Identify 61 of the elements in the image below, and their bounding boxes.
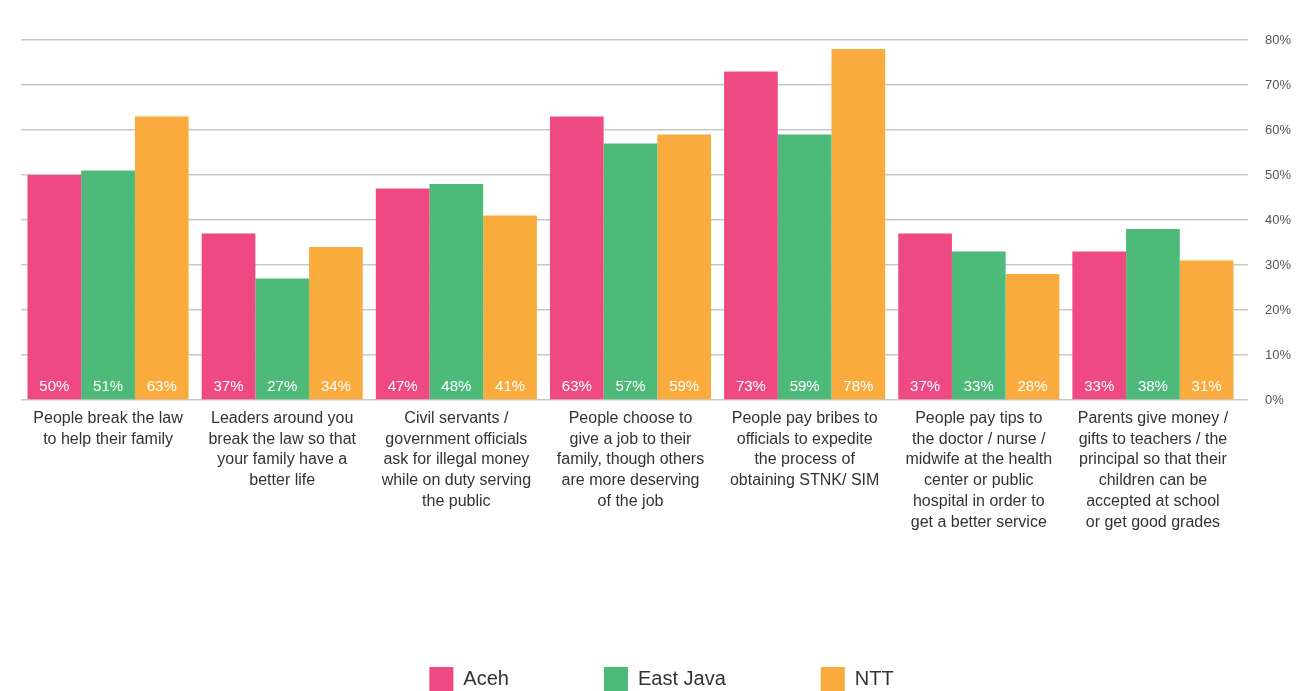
data-label: 33% <box>963 377 994 395</box>
legend-label: Aceh <box>463 666 509 689</box>
x-tick-label: Parents give money / gifts to teachers / the principal so that their children can be accepted at school or get good grades <box>1077 408 1229 530</box>
bar <box>429 184 484 400</box>
y-tick-label: 40% <box>1265 211 1292 227</box>
bar <box>1005 274 1060 400</box>
bar <box>1072 251 1127 400</box>
bar <box>831 49 886 400</box>
data-label: 47% <box>387 377 418 395</box>
bar <box>724 71 778 400</box>
data-label: 27% <box>267 377 298 395</box>
x-tick-label: People break the law to help their family <box>33 408 184 447</box>
y-tick-label: 20% <box>1265 301 1292 317</box>
x-tick-label: People choose to give a job to their family, though others are more deserving of the job <box>556 408 705 510</box>
data-label: 37% <box>910 377 941 395</box>
bar <box>27 175 82 400</box>
data-label: 41% <box>495 377 526 395</box>
bar <box>777 134 832 400</box>
data-label: 59% <box>789 377 820 395</box>
bar <box>309 247 363 400</box>
bar <box>201 233 256 400</box>
bar <box>483 215 537 400</box>
x-tick-label: Leaders around you break the law so that your family have a better life <box>208 408 357 489</box>
y-tick-label: 0% <box>1265 391 1285 407</box>
y-tick-label: 30% <box>1265 256 1292 272</box>
data-label: 37% <box>213 377 244 395</box>
data-label: 63% <box>146 377 177 395</box>
bar <box>134 116 189 400</box>
bar <box>549 116 604 400</box>
x-tick-label: People pay tips to the doctor / nurse / midwife at the health center or public hospital in order to get a better service <box>905 408 1053 530</box>
data-label: 48% <box>441 377 472 395</box>
y-tick-label: 70% <box>1265 76 1292 92</box>
data-label: 34% <box>320 377 351 395</box>
data-label: 31% <box>1191 377 1222 395</box>
y-tick-label: 80% <box>1265 31 1292 47</box>
legend-label: NTT <box>854 666 894 689</box>
y-tick-label: 10% <box>1265 346 1292 362</box>
y-tick-label: 50% <box>1265 166 1292 182</box>
bar <box>255 278 310 400</box>
bar <box>951 251 1006 400</box>
data-label: 57% <box>615 377 646 395</box>
data-label: 33% <box>1084 377 1115 395</box>
legend-label: East Java <box>637 666 727 689</box>
data-label: 28% <box>1017 377 1048 395</box>
bar <box>898 233 952 400</box>
bar <box>1126 229 1180 400</box>
data-label: 51% <box>93 377 124 395</box>
x-tick-label: Civil servants / government officials ask for illegal money while on duty serving the public <box>380 408 532 510</box>
data-label: 63% <box>561 377 592 395</box>
data-label: 38% <box>1137 377 1168 395</box>
data-label: 59% <box>669 377 700 395</box>
data-label: 73% <box>735 377 766 395</box>
x-tick-label: People pay bribes to officials to expedite the process of obtaining STNK/ SIM <box>729 408 880 489</box>
data-label: 78% <box>843 377 874 395</box>
bar <box>81 170 135 400</box>
y-tick-label: 60% <box>1265 121 1292 137</box>
bar <box>657 134 712 400</box>
bar <box>603 143 658 400</box>
bar <box>1179 260 1234 400</box>
bar <box>375 188 430 400</box>
data-label: 50% <box>39 377 70 395</box>
